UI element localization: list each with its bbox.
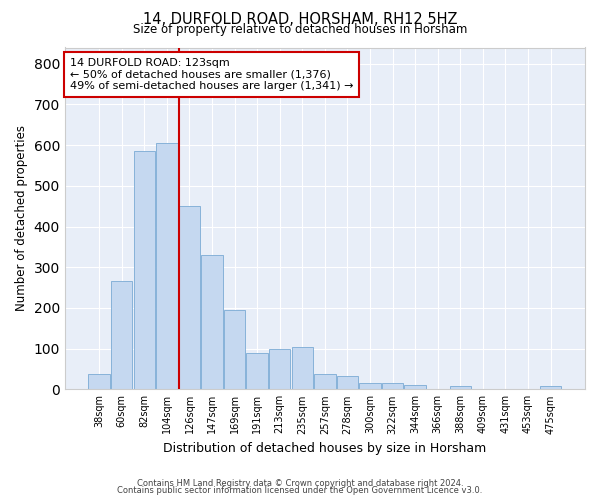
Bar <box>224 310 245 390</box>
Bar <box>292 346 313 390</box>
X-axis label: Distribution of detached houses by size in Horsham: Distribution of detached houses by size … <box>163 442 487 455</box>
Text: 14 DURFOLD ROAD: 123sqm
← 50% of detached houses are smaller (1,376)
49% of semi: 14 DURFOLD ROAD: 123sqm ← 50% of detache… <box>70 58 353 91</box>
Bar <box>247 352 268 390</box>
Bar <box>314 374 335 390</box>
Bar <box>269 348 290 390</box>
Y-axis label: Number of detached properties: Number of detached properties <box>15 126 28 312</box>
Bar <box>134 152 155 390</box>
Bar <box>111 282 133 390</box>
Bar <box>337 376 358 390</box>
Bar <box>382 383 403 390</box>
Bar <box>202 255 223 390</box>
Bar <box>359 383 381 390</box>
Bar <box>540 386 562 390</box>
Text: Size of property relative to detached houses in Horsham: Size of property relative to detached ho… <box>133 22 467 36</box>
Bar <box>449 386 471 390</box>
Bar <box>404 385 426 390</box>
Text: 14, DURFOLD ROAD, HORSHAM, RH12 5HZ: 14, DURFOLD ROAD, HORSHAM, RH12 5HZ <box>143 12 457 28</box>
Bar <box>156 143 178 390</box>
Bar <box>88 374 110 390</box>
Bar <box>179 206 200 390</box>
Text: Contains public sector information licensed under the Open Government Licence v3: Contains public sector information licen… <box>118 486 482 495</box>
Text: Contains HM Land Registry data © Crown copyright and database right 2024.: Contains HM Land Registry data © Crown c… <box>137 478 463 488</box>
